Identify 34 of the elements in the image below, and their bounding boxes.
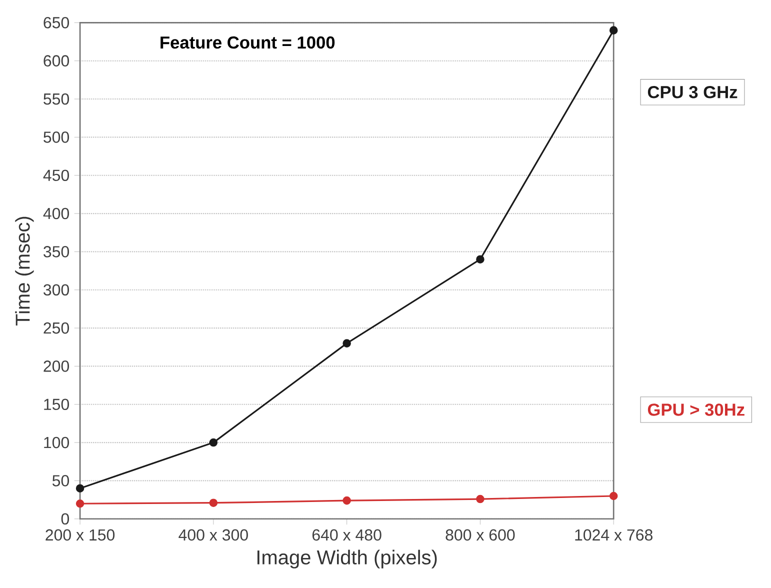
text: GPU > 30Hz: [648, 403, 744, 416]
y-tick-label: 150: [44, 398, 70, 410]
point: [609, 26, 618, 34]
point: [609, 492, 618, 500]
y-tick-label: 600: [44, 55, 70, 66]
point: [476, 494, 484, 504]
x-axis-title: Image Width (pixels): [257, 550, 437, 568]
x-tick-label: 1024 x 768: [575, 529, 652, 540]
y-tick-label: 100: [44, 436, 70, 448]
point: [76, 484, 84, 492]
y-tick-label: 550: [44, 93, 70, 105]
y-tick-label: 650: [44, 16, 70, 28]
annotation: Feature Count = 1000: [160, 36, 335, 49]
y-tick-label: 450: [43, 170, 70, 181]
x-tick-label: 200 x 150: [46, 529, 115, 540]
point: [76, 499, 84, 508]
y-tick-label: 350: [44, 246, 70, 258]
point: [342, 496, 351, 505]
y-tick-label: 200: [44, 360, 70, 372]
y-tick-label: 400: [43, 208, 70, 220]
y-tick-label: 0: [61, 513, 70, 524]
point: [342, 339, 351, 348]
text: CPU 3 GHz: [648, 86, 738, 98]
y-tick-label: 50: [52, 474, 70, 486]
point: [209, 498, 218, 507]
point: [209, 438, 218, 447]
x-tick-label: 640 x 480: [312, 529, 382, 540]
point: [476, 255, 484, 264]
x-tick-label: 400 x 300: [178, 529, 248, 540]
y-axis-title: Time (msec): [15, 216, 34, 326]
y-tick-label: 250: [44, 322, 70, 334]
y-tick-label: 500: [44, 131, 70, 143]
y-tick-label: 300: [44, 284, 70, 296]
x-tick-label: 800 x 600: [446, 529, 515, 540]
